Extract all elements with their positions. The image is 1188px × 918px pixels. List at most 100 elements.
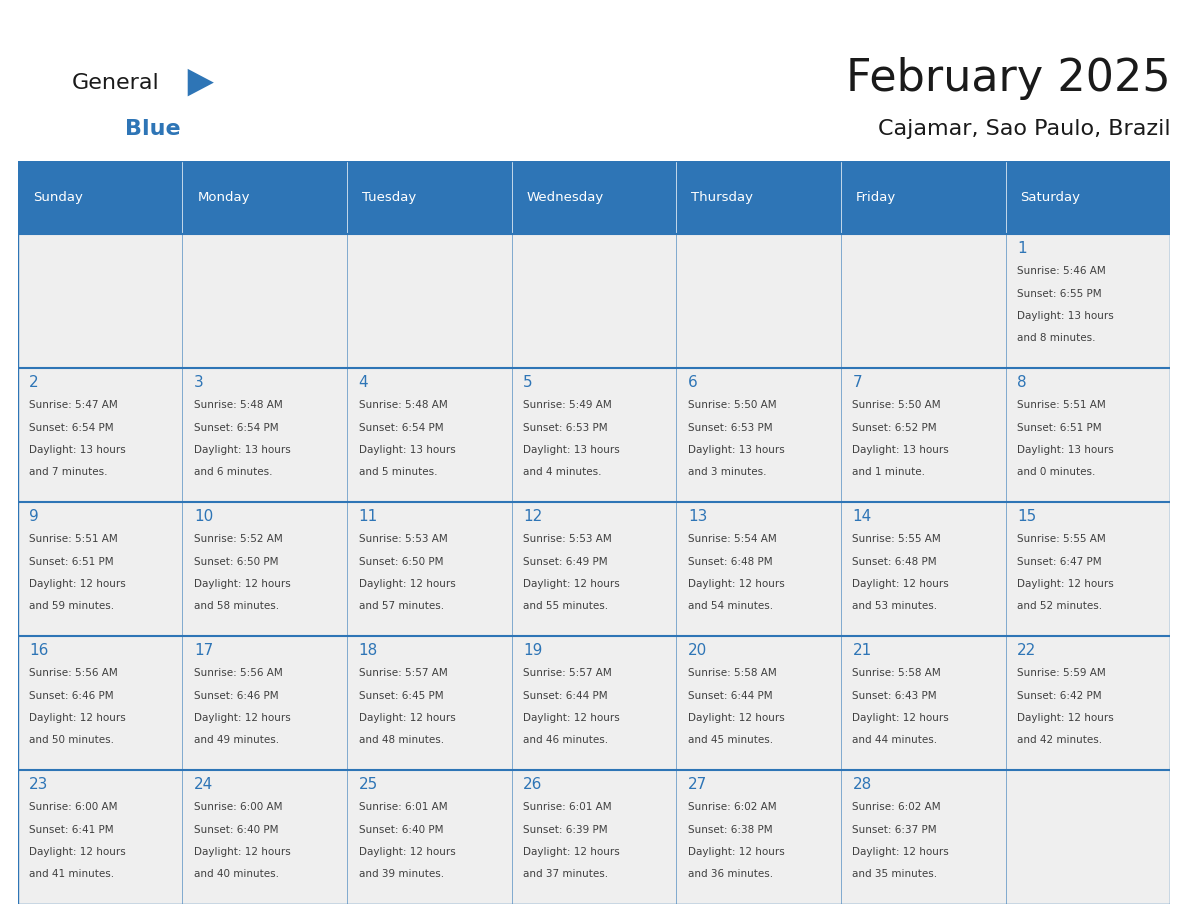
Bar (18, 368, 183, 502)
Text: Sunset: 6:53 PM: Sunset: 6:53 PM (523, 422, 608, 432)
Bar (347, 161, 512, 234)
Text: Daylight: 12 hours: Daylight: 12 hours (359, 846, 455, 856)
Text: and 41 minutes.: and 41 minutes. (30, 868, 114, 879)
Bar (18, 502, 183, 636)
Text: Daylight: 13 hours: Daylight: 13 hours (688, 444, 784, 454)
Text: Sunrise: 5:51 AM: Sunrise: 5:51 AM (1017, 400, 1106, 410)
Text: Sunset: 6:54 PM: Sunset: 6:54 PM (359, 422, 443, 432)
Text: Sunset: 6:54 PM: Sunset: 6:54 PM (30, 422, 114, 432)
Text: and 45 minutes.: and 45 minutes. (688, 734, 773, 744)
Bar (676, 368, 841, 502)
Text: 26: 26 (523, 777, 543, 792)
Bar (18, 770, 183, 904)
Text: Sunset: 6:45 PM: Sunset: 6:45 PM (359, 690, 443, 700)
Text: Sunrise: 5:50 AM: Sunrise: 5:50 AM (688, 400, 777, 410)
Text: Daylight: 13 hours: Daylight: 13 hours (194, 444, 291, 454)
Text: Daylight: 12 hours: Daylight: 12 hours (853, 712, 949, 722)
Text: Friday: Friday (855, 191, 896, 204)
Text: Daylight: 12 hours: Daylight: 12 hours (523, 712, 620, 722)
Bar (183, 502, 347, 636)
Text: Sunset: 6:37 PM: Sunset: 6:37 PM (853, 824, 937, 834)
Text: Sunset: 6:43 PM: Sunset: 6:43 PM (853, 690, 937, 700)
Text: Wednesday: Wednesday (526, 191, 604, 204)
Bar (1005, 636, 1170, 770)
Text: 1: 1 (1017, 241, 1026, 256)
Bar (1005, 161, 1170, 234)
Bar (183, 368, 347, 502)
Text: 7: 7 (853, 375, 862, 390)
Text: Daylight: 12 hours: Daylight: 12 hours (1017, 712, 1114, 722)
Text: Sunset: 6:55 PM: Sunset: 6:55 PM (1017, 288, 1101, 298)
Text: Daylight: 12 hours: Daylight: 12 hours (688, 712, 784, 722)
Text: Sunrise: 5:53 AM: Sunrise: 5:53 AM (359, 534, 448, 544)
Text: Sunrise: 5:52 AM: Sunrise: 5:52 AM (194, 534, 283, 544)
Text: and 37 minutes.: and 37 minutes. (523, 868, 608, 879)
Bar (183, 234, 347, 368)
Text: Daylight: 12 hours: Daylight: 12 hours (359, 578, 455, 588)
Text: Sunset: 6:48 PM: Sunset: 6:48 PM (688, 556, 772, 566)
Text: 6: 6 (688, 375, 697, 390)
Text: Sunrise: 5:50 AM: Sunrise: 5:50 AM (853, 400, 941, 410)
Bar (512, 234, 676, 368)
Text: and 1 minute.: and 1 minute. (853, 466, 925, 476)
Text: Sunrise: 6:01 AM: Sunrise: 6:01 AM (523, 802, 612, 812)
Text: and 39 minutes.: and 39 minutes. (359, 868, 443, 879)
Text: 19: 19 (523, 643, 543, 658)
Text: Sunrise: 5:47 AM: Sunrise: 5:47 AM (30, 400, 118, 410)
Text: Sunrise: 5:48 AM: Sunrise: 5:48 AM (359, 400, 448, 410)
Text: and 58 minutes.: and 58 minutes. (194, 600, 279, 610)
Text: and 57 minutes.: and 57 minutes. (359, 600, 443, 610)
Text: Sunrise: 6:00 AM: Sunrise: 6:00 AM (194, 802, 283, 812)
Bar (676, 161, 841, 234)
Text: Daylight: 13 hours: Daylight: 13 hours (30, 444, 126, 454)
Text: 20: 20 (688, 643, 707, 658)
Text: Sunrise: 5:58 AM: Sunrise: 5:58 AM (853, 668, 941, 678)
Bar (841, 770, 1005, 904)
Text: Sunrise: 5:57 AM: Sunrise: 5:57 AM (359, 668, 448, 678)
Bar (841, 161, 1005, 234)
Text: Blue: Blue (125, 118, 181, 139)
Text: Daylight: 12 hours: Daylight: 12 hours (30, 712, 126, 722)
Text: Sunset: 6:51 PM: Sunset: 6:51 PM (1017, 422, 1101, 432)
Text: and 59 minutes.: and 59 minutes. (30, 600, 114, 610)
Text: 25: 25 (359, 777, 378, 792)
Text: Daylight: 12 hours: Daylight: 12 hours (523, 578, 620, 588)
Bar (512, 368, 676, 502)
Text: Sunrise: 5:49 AM: Sunrise: 5:49 AM (523, 400, 612, 410)
Text: Daylight: 12 hours: Daylight: 12 hours (194, 712, 291, 722)
Text: Sunset: 6:53 PM: Sunset: 6:53 PM (688, 422, 772, 432)
Bar (512, 636, 676, 770)
Bar (1005, 770, 1170, 904)
Bar (841, 368, 1005, 502)
Text: Sunrise: 5:46 AM: Sunrise: 5:46 AM (1017, 266, 1106, 276)
Text: Sunrise: 5:56 AM: Sunrise: 5:56 AM (194, 668, 283, 678)
Text: Sunset: 6:47 PM: Sunset: 6:47 PM (1017, 556, 1101, 566)
Text: 14: 14 (853, 509, 872, 524)
Text: 22: 22 (1017, 643, 1036, 658)
Text: 16: 16 (30, 643, 49, 658)
Text: Sunset: 6:41 PM: Sunset: 6:41 PM (30, 824, 114, 834)
Text: Daylight: 13 hours: Daylight: 13 hours (853, 444, 949, 454)
Text: 18: 18 (359, 643, 378, 658)
Text: Daylight: 12 hours: Daylight: 12 hours (688, 846, 784, 856)
Bar (347, 368, 512, 502)
Bar (676, 502, 841, 636)
Text: Daylight: 12 hours: Daylight: 12 hours (688, 578, 784, 588)
Text: Sunset: 6:46 PM: Sunset: 6:46 PM (30, 690, 114, 700)
Text: Daylight: 13 hours: Daylight: 13 hours (359, 444, 455, 454)
Bar (676, 636, 841, 770)
Text: Sunset: 6:52 PM: Sunset: 6:52 PM (853, 422, 937, 432)
Text: and 54 minutes.: and 54 minutes. (688, 600, 773, 610)
Text: and 46 minutes.: and 46 minutes. (523, 734, 608, 744)
Text: 12: 12 (523, 509, 543, 524)
Text: Sunrise: 5:55 AM: Sunrise: 5:55 AM (853, 534, 941, 544)
Text: Daylight: 12 hours: Daylight: 12 hours (853, 578, 949, 588)
Text: 23: 23 (30, 777, 49, 792)
Text: Sunrise: 5:57 AM: Sunrise: 5:57 AM (523, 668, 612, 678)
Text: Daylight: 12 hours: Daylight: 12 hours (853, 846, 949, 856)
Text: Daylight: 12 hours: Daylight: 12 hours (194, 578, 291, 588)
Text: and 36 minutes.: and 36 minutes. (688, 868, 773, 879)
Text: 15: 15 (1017, 509, 1036, 524)
Bar (18, 234, 183, 368)
Text: Sunset: 6:39 PM: Sunset: 6:39 PM (523, 824, 608, 834)
